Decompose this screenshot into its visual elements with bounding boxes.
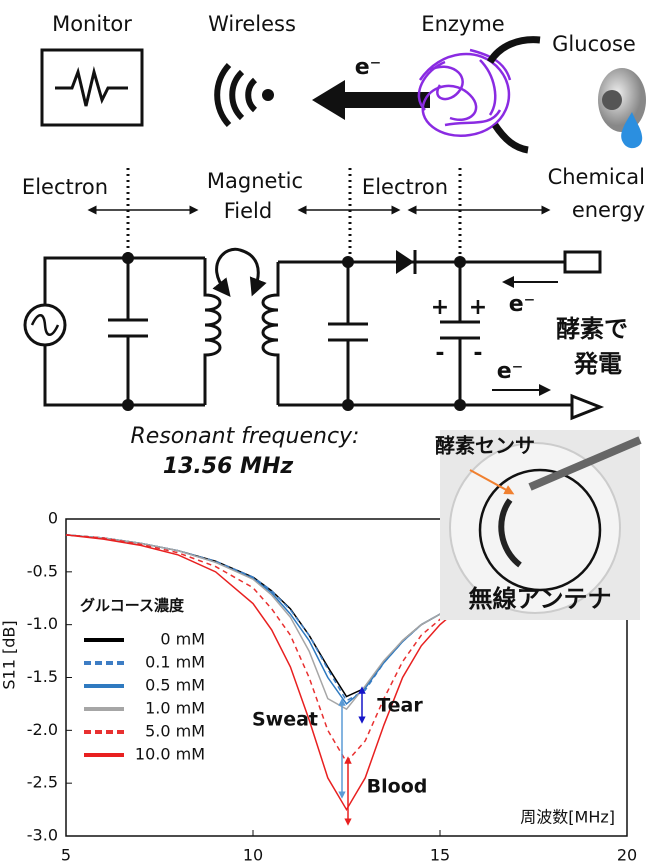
x-axis-label: 周波数[MHz] <box>520 808 615 827</box>
monitor-label: Monitor <box>52 12 132 36</box>
svg-text:+: + <box>431 295 449 320</box>
legend-label: 1.0 mM <box>145 699 205 718</box>
circuit: + + - - <box>25 249 600 418</box>
chemical-arrow <box>495 125 528 150</box>
glucose-label: Glucose <box>552 32 636 56</box>
frequency-label: 13.56 MHz <box>163 454 294 479</box>
glucose-arrow <box>490 40 540 62</box>
antenna-label: 無線アンテナ <box>468 585 611 613</box>
legend-label: 0 mM <box>160 630 205 649</box>
y-tick-label: -2.5 <box>27 773 58 792</box>
svg-text:-: - <box>435 341 444 366</box>
electron-label: e⁻ <box>355 55 382 80</box>
wireless-icon <box>217 65 274 125</box>
x-tick-label: 5 <box>61 846 71 865</box>
resonant-label: Resonant frequency: <box>131 424 360 449</box>
series-line <box>66 535 459 704</box>
electron-out-label: e⁻ <box>497 359 524 384</box>
eye-iris <box>602 90 622 110</box>
legend-label: 10.0 mM <box>135 745 205 764</box>
x-tick-label: 15 <box>430 846 450 865</box>
svg-text:+: + <box>469 295 487 320</box>
power-label: 酵素で発電 <box>556 315 628 378</box>
svg-text:-: - <box>473 341 482 366</box>
y-axis-label: S11 [dB] <box>0 620 19 689</box>
legend-label: 0.5 mM <box>145 676 205 695</box>
y-tick-label: 0 <box>48 509 58 528</box>
electron-left-label: Electron <box>22 175 108 199</box>
enzyme-label: Enzyme <box>421 12 504 36</box>
electron-mid-label: Electron <box>362 175 448 199</box>
sensor-label: 酵素センサ <box>435 434 535 458</box>
monitor-wave <box>55 72 128 106</box>
y-tick-label: -0.5 <box>27 561 58 580</box>
x-tick-label: 20 <box>617 846 637 865</box>
figure: Monitor Wireless e⁻ Enzyme Glucose Chemi… <box>0 0 648 867</box>
legend-title: グルコース濃度 <box>80 597 185 615</box>
wireless-label: Wireless <box>208 12 296 36</box>
annotation: Sweat <box>252 709 318 731</box>
annotation: Blood <box>367 776 428 798</box>
legend-label: 0.1 mM <box>145 653 205 672</box>
annotation: Tear <box>377 695 423 717</box>
series-line <box>66 535 459 810</box>
electron-in-label: e⁻ <box>509 292 536 317</box>
y-tick-label: -2.0 <box>27 720 58 739</box>
legend-label: 5.0 mM <box>145 722 205 741</box>
y-tick-label: -1.5 <box>27 667 58 686</box>
electron-flow-arrow <box>312 80 430 120</box>
y-tick-label: -3.0 <box>27 826 58 845</box>
enzyme-icon <box>419 50 510 136</box>
x-tick-label: 10 <box>243 846 263 865</box>
y-tick-label: -1.0 <box>27 614 58 633</box>
